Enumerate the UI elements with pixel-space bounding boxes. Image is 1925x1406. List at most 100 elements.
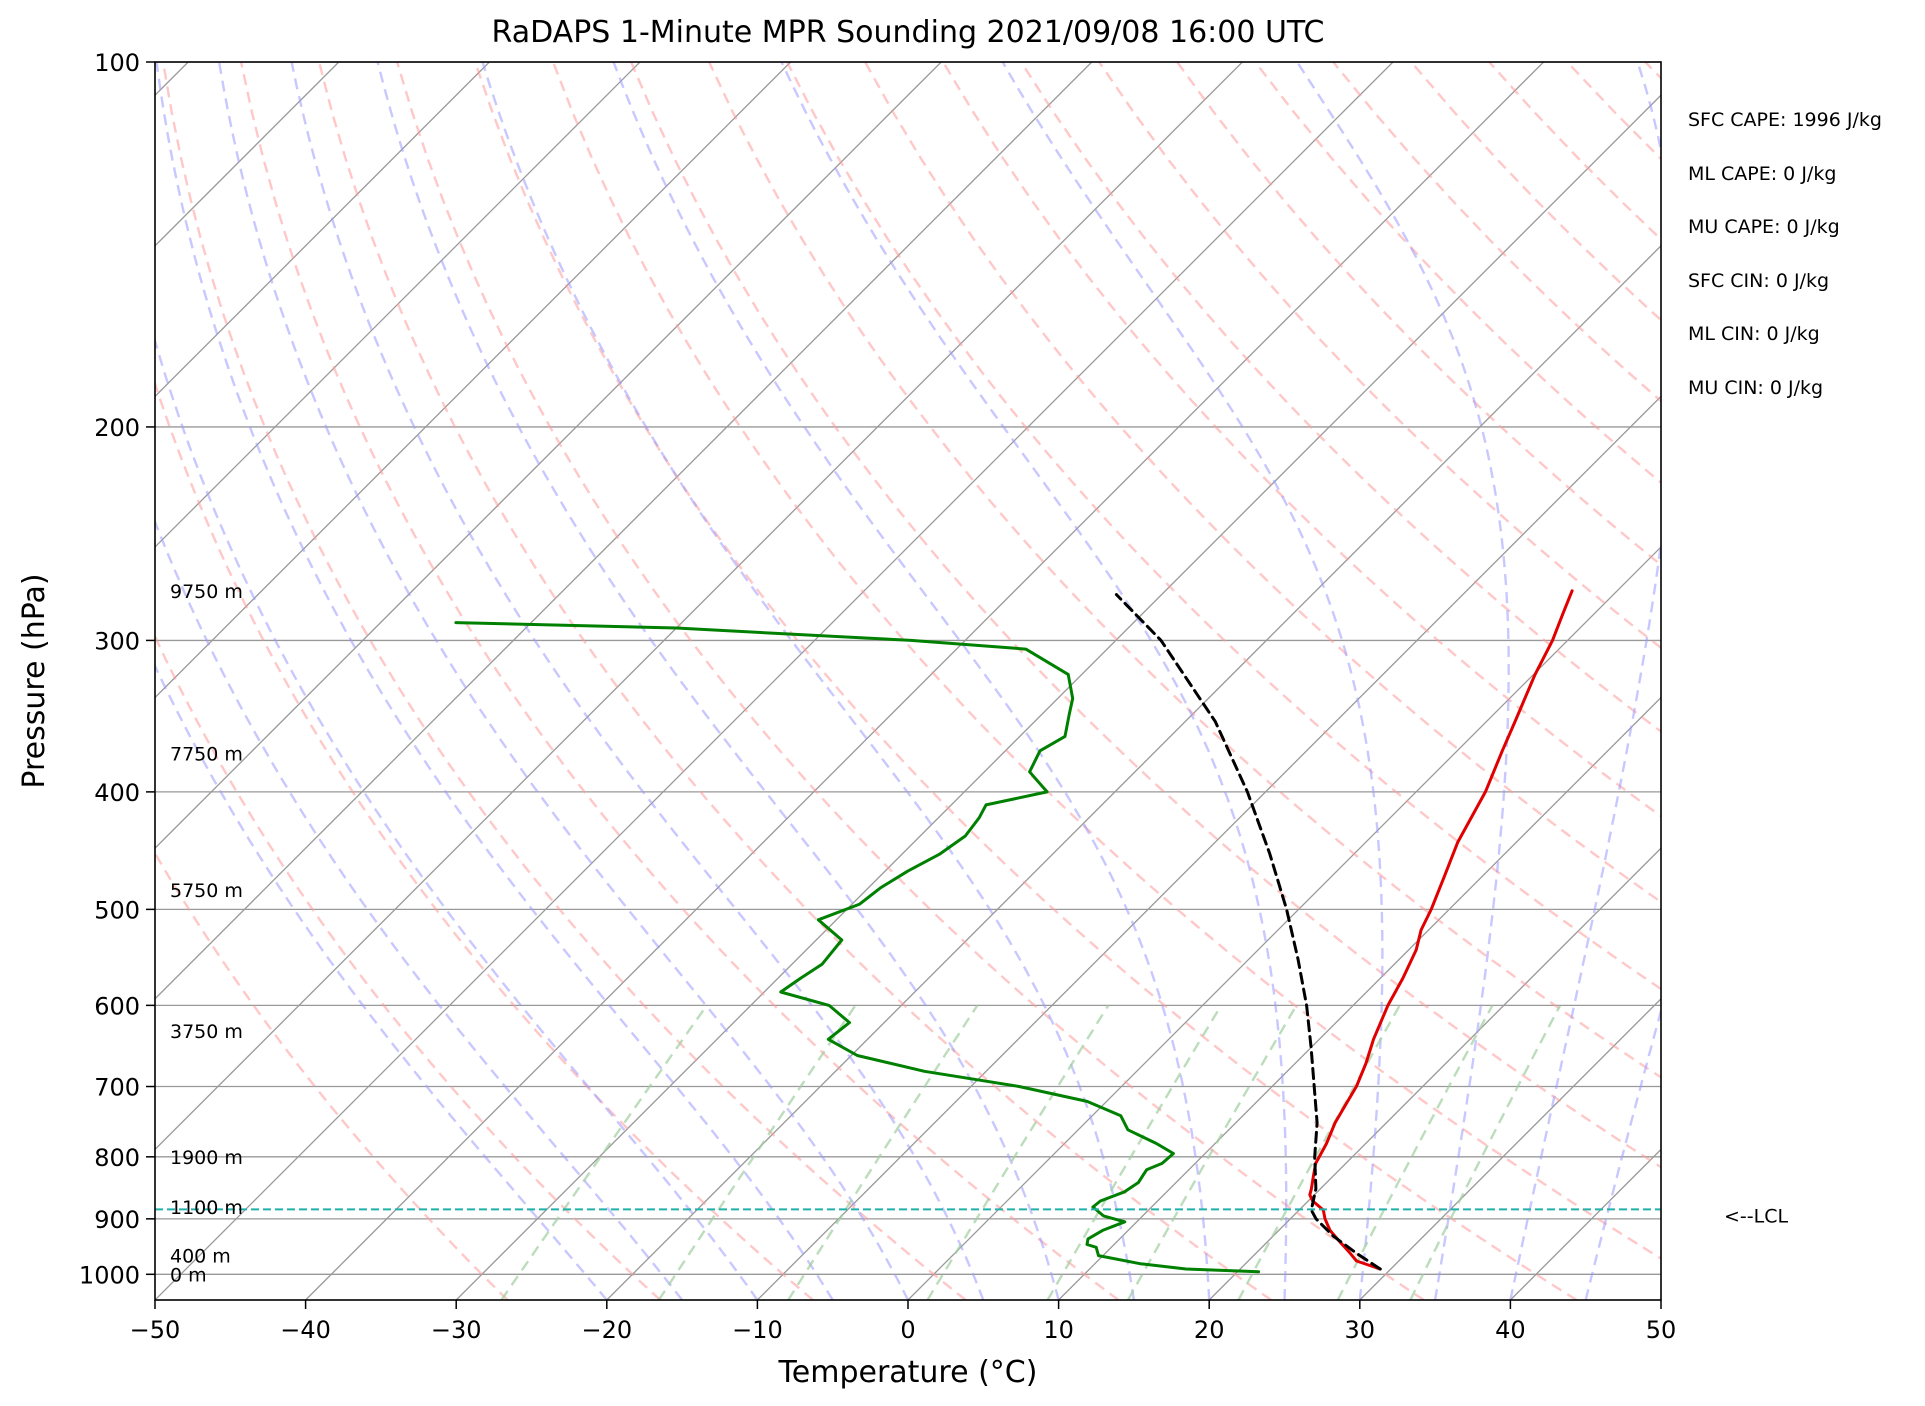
y-axis-label: Pressure (hPa): [17, 573, 52, 788]
y-tick-label: 600: [94, 992, 140, 1020]
isotherm-line: [907, 546, 1661, 1300]
isotherm-line: [155, 62, 1394, 1300]
mixing-ratio-line: [1126, 1004, 1298, 1300]
height-label: 9750 m: [170, 581, 243, 603]
moist-adiabat-line: [1509, 62, 1661, 1300]
moist-adiabat-line: [155, 336, 759, 1300]
mixing-ratio-line: [657, 1004, 857, 1300]
y-tick-label: 1000: [79, 1261, 140, 1289]
x-tick-label: −50: [130, 1316, 181, 1344]
x-tick-label: −30: [431, 1316, 482, 1344]
temperature-line: [1308, 589, 1574, 1271]
x-tick-label: −20: [581, 1316, 632, 1344]
x-tick-label: 20: [1194, 1316, 1225, 1344]
moist-adiabat-line: [481, 62, 1136, 1300]
moist-adiabat-line: [612, 62, 1211, 1300]
isotherm-line: [1509, 1148, 1661, 1300]
stat-sfc-cin: SFC CIN: 0 J/kg: [1688, 270, 1830, 292]
dry-adiabat-line: [1566, 62, 1661, 161]
dry-adiabat-line: [1488, 62, 1661, 242]
isotherm-line: [155, 62, 1093, 1000]
dry-adiabat-line: [1332, 62, 1661, 403]
mixing-ratio-line: [926, 1004, 1110, 1300]
x-tick-label: 30: [1345, 1316, 1376, 1344]
height-label: 5750 m: [170, 880, 243, 902]
lcl-label: <--LCL: [1724, 1205, 1788, 1227]
height-label: 1100 m: [170, 1197, 243, 1219]
y-tick-label: 500: [94, 896, 140, 924]
dry-adiabat-line: [155, 379, 814, 1300]
x-tick-label: 50: [1646, 1316, 1677, 1344]
isotherm-line: [1359, 997, 1661, 1300]
stat-mu-cin: MU CIN: 0 J/kg: [1688, 377, 1824, 399]
parcel-line: [1114, 593, 1382, 1271]
isotherm-line: [1058, 696, 1661, 1300]
chart-title: RaDAPS 1-Minute MPR Sounding 2021/09/08 …: [492, 15, 1325, 50]
moist-adiabat-line: [155, 663, 608, 1300]
dry-adiabat-line: [1254, 62, 1661, 485]
y-tick-label: 100: [94, 49, 140, 77]
dry-adiabat-line: [864, 62, 1661, 904]
moist-adiabat-line: [217, 62, 910, 1300]
isotherm-line: [1208, 847, 1661, 1300]
isotherm-line: [756, 395, 1661, 1300]
moist-adiabat-line: [376, 62, 1060, 1300]
dry-adiabat-line: [1644, 62, 1661, 80]
y-tick-label: 900: [94, 1206, 140, 1234]
mixing-ratio-line: [1409, 1004, 1562, 1300]
stat-ml-cape: ML CAPE: 0 J/kg: [1688, 163, 1837, 185]
y-tick-label: 800: [94, 1144, 140, 1172]
dry-adiabat-line: [155, 850, 509, 1300]
isotherm-line: [155, 62, 1243, 1151]
y-tick-label: 700: [94, 1074, 140, 1102]
isotherm-line: [1660, 1299, 1661, 1300]
x-tick-label: 10: [1043, 1316, 1074, 1344]
stat-mu-cape: MU CAPE: 0 J/kg: [1688, 216, 1840, 238]
isotherm-line: [155, 62, 792, 699]
x-tick-label: −10: [732, 1316, 783, 1344]
moist-adiabat-line: [155, 518, 684, 1300]
data-layer: [155, 589, 1661, 1274]
mixing-ratio-line: [787, 1004, 979, 1300]
isotherm-line: [455, 94, 1661, 1300]
dry-adiabat-line: [317, 62, 1272, 1300]
moist-adiabat-line: [1296, 62, 1510, 1300]
x-axis-label: Temperature (°C): [778, 1355, 1038, 1390]
dry-adiabat-line: [1410, 62, 1661, 322]
dry-adiabat-line: [473, 62, 1578, 1300]
stat-sfc-cape: SFC CAPE: 1996 J/kg: [1688, 109, 1882, 131]
y-tick-label: 200: [94, 414, 140, 442]
mixing-ratio-line: [1046, 1004, 1223, 1300]
isotherm-line: [155, 62, 641, 548]
moist-adiabat-line: [1584, 1006, 1661, 1300]
isotherm-line: [155, 62, 942, 850]
dry-adiabat-line: [1020, 62, 1661, 734]
grid-layer: [155, 62, 1925, 1300]
dewpoint-line: [454, 621, 1261, 1274]
height-label: 3750 m: [170, 1021, 243, 1043]
mixing-ratio-line: [500, 1004, 708, 1300]
moist-adiabat-line: [780, 62, 1288, 1300]
y-tick-label: 400: [94, 779, 140, 807]
height-label: 400 m: [170, 1246, 231, 1268]
dry-adiabat-line: [161, 62, 967, 1300]
dry-adiabat-line: [155, 633, 662, 1300]
isotherm-line: [606, 244, 1661, 1300]
axis-layer: −50 −40 −30 −20 −10 0 10 20 30 40 50 100 200 300 400 50…: [79, 49, 1676, 1344]
y-tick-label: 300: [94, 627, 140, 655]
stat-ml-cin: ML CIN: 0 J/kg: [1688, 323, 1820, 345]
mixing-ratio-line: [1237, 1004, 1401, 1300]
dry-adiabat-line: [395, 62, 1425, 1300]
dry-adiabat-line: [1723, 62, 1925, 1300]
moist-adiabat-line: [155, 62, 834, 1300]
height-label: 1900 m: [170, 1147, 243, 1169]
dry-adiabat-line: [1176, 62, 1661, 567]
isotherm-line: [155, 62, 490, 398]
x-tick-label: −40: [280, 1316, 331, 1344]
height-label: 7750 m: [170, 744, 243, 766]
x-tick-label: 40: [1495, 1316, 1526, 1344]
dry-adiabat-line: [629, 62, 1661, 1169]
dry-adiabat-line: [239, 62, 1120, 1300]
